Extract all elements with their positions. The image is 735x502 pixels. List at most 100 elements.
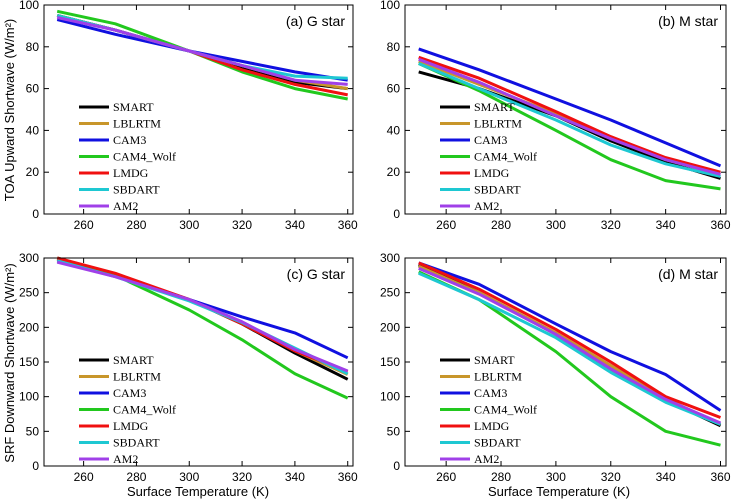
- x-tick-label: 300: [179, 470, 199, 484]
- x-tick-label: 280: [126, 218, 146, 232]
- plot-frame: [404, 257, 727, 467]
- legend-entry: CAM3: [113, 386, 146, 400]
- plot-frame: [43, 4, 354, 215]
- x-tick-label: 360: [710, 470, 730, 484]
- series-line-lmdg: [418, 55, 721, 174]
- legend-entry: AM2: [474, 199, 499, 213]
- series-line-am2: [56, 16, 348, 86]
- legend-entry: CAM4_Wolf: [474, 403, 537, 417]
- legend-entry: SMART: [474, 100, 515, 114]
- x-tick-label: 320: [232, 218, 252, 232]
- y-tick-label: 100: [380, 0, 400, 12]
- series-line-cam3: [418, 261, 722, 412]
- panel-label: (d) M star: [658, 266, 718, 282]
- x-tick-label: 340: [285, 218, 305, 232]
- legend-entry: SBDART: [113, 183, 160, 197]
- plot-frame: [404, 4, 727, 215]
- series-line-cam4-wolf: [418, 62, 721, 191]
- series-line-am2: [418, 57, 721, 176]
- x-tick-label: 340: [656, 470, 676, 484]
- y-tick-label: 40: [26, 123, 40, 137]
- x-tick-label: 320: [232, 470, 252, 484]
- x-tick-label: 280: [491, 218, 511, 232]
- legend: SMART LBLRTM CAM3 CAM4_Wolf LMDG SBDART AM2: [79, 100, 176, 213]
- series-line-sbdart: [418, 271, 722, 426]
- legend-entry: CAM4_Wolf: [474, 150, 537, 164]
- y-tick-label: 100: [19, 0, 39, 12]
- y-tick-label: 300: [19, 251, 39, 265]
- legend: SMART LBLRTM CAM3 CAM4_Wolf LMDG SBDART AM2: [79, 353, 176, 466]
- x-tick-label: 280: [126, 470, 146, 484]
- legend-entry: CAM3: [474, 133, 507, 147]
- legend-entry: LMDG: [113, 166, 149, 180]
- x-tick-label: 280: [491, 470, 511, 484]
- legend-entry: CAM4_Wolf: [113, 403, 176, 417]
- chart-panel-1: 260 280 300 320 340 360 0 20 40 60 80 100 (a) G star…: [19, 0, 358, 232]
- legend-entry: AM2: [113, 452, 138, 466]
- chart-panel-2: 260 280 300 320 340 360 0 20 40 60 80 100 (b) M star…: [380, 0, 731, 232]
- y-tick-label: 60: [26, 82, 40, 96]
- x-tick-label: 340: [285, 470, 305, 484]
- y-axis-title-bottom: SRF Downward Shortwave (W/m²): [2, 263, 17, 462]
- legend-entry: CAM4_Wolf: [113, 150, 176, 164]
- series-line-cam4-wolf: [56, 256, 349, 400]
- legend-entry: LBLRTM: [474, 117, 522, 131]
- y-tick-label: 60: [387, 82, 401, 96]
- y-tick-label: 0: [393, 207, 400, 221]
- x-axis-title-left: Surface Temperature (K): [127, 484, 269, 499]
- legend-entry: SMART: [474, 353, 515, 367]
- y-tick-label: 200: [19, 320, 39, 334]
- x-tick-label: 340: [656, 218, 676, 232]
- x-tick-label: 300: [546, 470, 566, 484]
- panel-label: (b) M star: [658, 13, 718, 29]
- y-tick-label: 150: [19, 355, 39, 369]
- y-tick-label: 300: [380, 251, 400, 265]
- x-tick-label: 260: [74, 470, 94, 484]
- x-tick-label: 260: [436, 470, 456, 484]
- y-tick-label: 0: [393, 459, 400, 473]
- legend-entry: LBLRTM: [474, 370, 522, 384]
- y-tick-label: 250: [19, 286, 39, 300]
- legend: SMART LBLRTM CAM3 CAM4_Wolf LMDG SBDART AM2: [440, 100, 537, 213]
- y-tick-label: 150: [380, 355, 400, 369]
- legend: SMART LBLRTM CAM3 CAM4_Wolf LMDG SBDART AM2: [440, 353, 537, 466]
- legend-entry: LBLRTM: [113, 117, 161, 131]
- chart-panel-3: 260 280 300 320 340 360 0 50 100 150 200 250 300 (c) …: [19, 251, 358, 484]
- y-tick-label: 50: [26, 424, 40, 438]
- x-tick-label: 320: [601, 218, 621, 232]
- x-tick-label: 300: [546, 218, 566, 232]
- x-tick-label: 260: [436, 218, 456, 232]
- legend-entry: SBDART: [474, 183, 521, 197]
- legend-entry: AM2: [474, 452, 499, 466]
- series-line-sbdart: [418, 62, 721, 178]
- panels: 260 280 300 320 340 360 0 20 40 60 80 100 (a) G star…: [19, 0, 731, 484]
- legend-entry: LMDG: [474, 166, 510, 180]
- legend-entry: SBDART: [113, 436, 160, 450]
- panel-label: (c) G star: [287, 266, 346, 282]
- legend-entry: CAM3: [113, 133, 146, 147]
- series-line-cam3: [56, 18, 348, 82]
- y-tick-label: 80: [387, 40, 401, 54]
- y-tick-label: 80: [26, 40, 40, 54]
- y-tick-label: 100: [380, 390, 400, 404]
- x-tick-label: 360: [338, 470, 358, 484]
- y-tick-label: 0: [32, 207, 39, 221]
- legend-entry: LMDG: [474, 419, 510, 433]
- x-tick-label: 300: [179, 218, 199, 232]
- series-line-am2: [418, 267, 722, 425]
- series-line-am2: [56, 260, 349, 373]
- legend-entry: CAM3: [474, 386, 507, 400]
- legend-entry: SBDART: [474, 436, 521, 450]
- y-tick-label: 20: [387, 165, 401, 179]
- legend-entry: AM2: [113, 199, 138, 213]
- legend-entry: LMDG: [113, 419, 149, 433]
- chart-panel-4: 260 280 300 320 340 360 0 50 100 150 200 250 300 (d) …: [380, 251, 731, 484]
- y-axis-title-top: TOA Upward Shortwave (W/m²): [2, 19, 17, 202]
- panel-label: (a) G star: [286, 13, 345, 29]
- x-tick-label: 360: [338, 218, 358, 232]
- x-tick-label: 360: [710, 218, 730, 232]
- series-line-cam3: [418, 47, 722, 168]
- y-tick-label: 50: [387, 424, 401, 438]
- y-tick-label: 200: [380, 320, 400, 334]
